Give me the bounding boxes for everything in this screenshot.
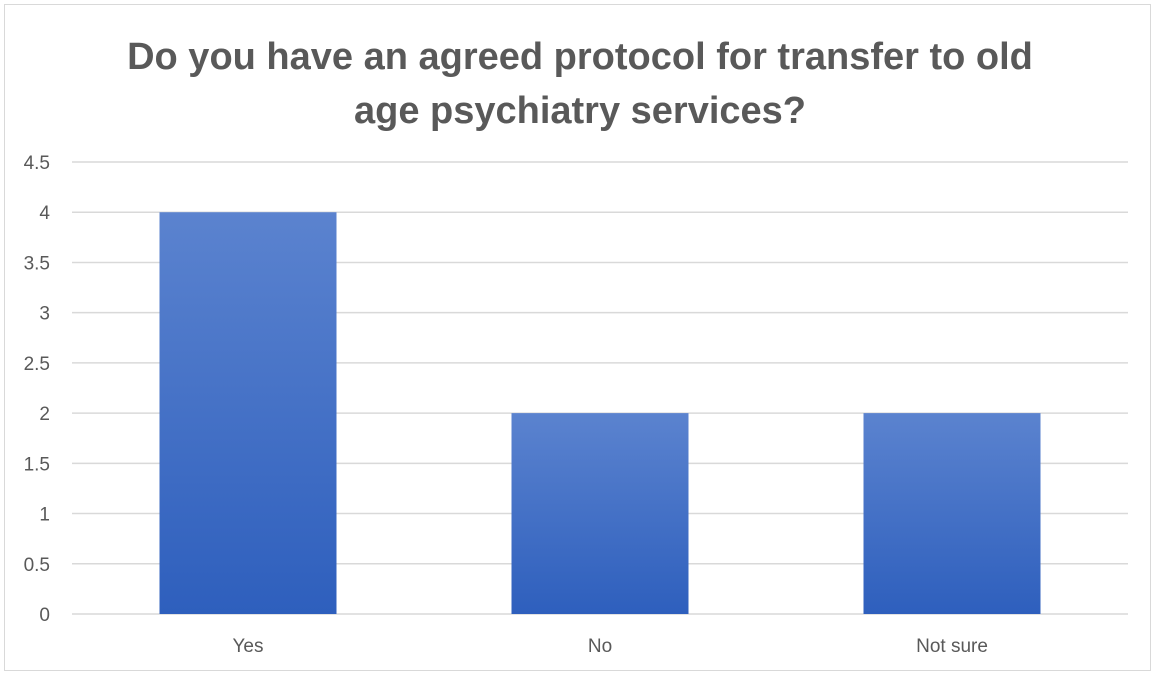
y-tick-label: 0 (39, 605, 50, 626)
x-axis-ticks: Yes No Not sure (233, 636, 988, 657)
x-tick-label: Yes (233, 636, 264, 657)
y-tick-label: 0.5 (24, 555, 50, 576)
chart-title: Do you have an agreed protocol for trans… (127, 36, 1033, 132)
x-tick-label: Not sure (916, 636, 988, 657)
x-tick-label: No (588, 636, 612, 657)
y-tick-label: 3 (39, 304, 50, 325)
y-tick-label: 2.5 (24, 354, 50, 375)
y-tick-label: 4.5 (24, 153, 50, 174)
bar-yes (159, 212, 337, 614)
y-axis-ticks: 0 0.5 1 1.5 2 2.5 3 3.5 4 4.5 (24, 153, 51, 626)
y-tick-label: 3.5 (24, 253, 50, 274)
y-tick-label: 4 (39, 203, 50, 224)
bar-no (511, 413, 689, 614)
bars (159, 212, 1041, 614)
y-tick-label: 1 (39, 505, 50, 526)
bar-not-sure (863, 413, 1041, 614)
y-tick-label: 1.5 (24, 454, 50, 475)
y-tick-label: 2 (39, 404, 50, 425)
